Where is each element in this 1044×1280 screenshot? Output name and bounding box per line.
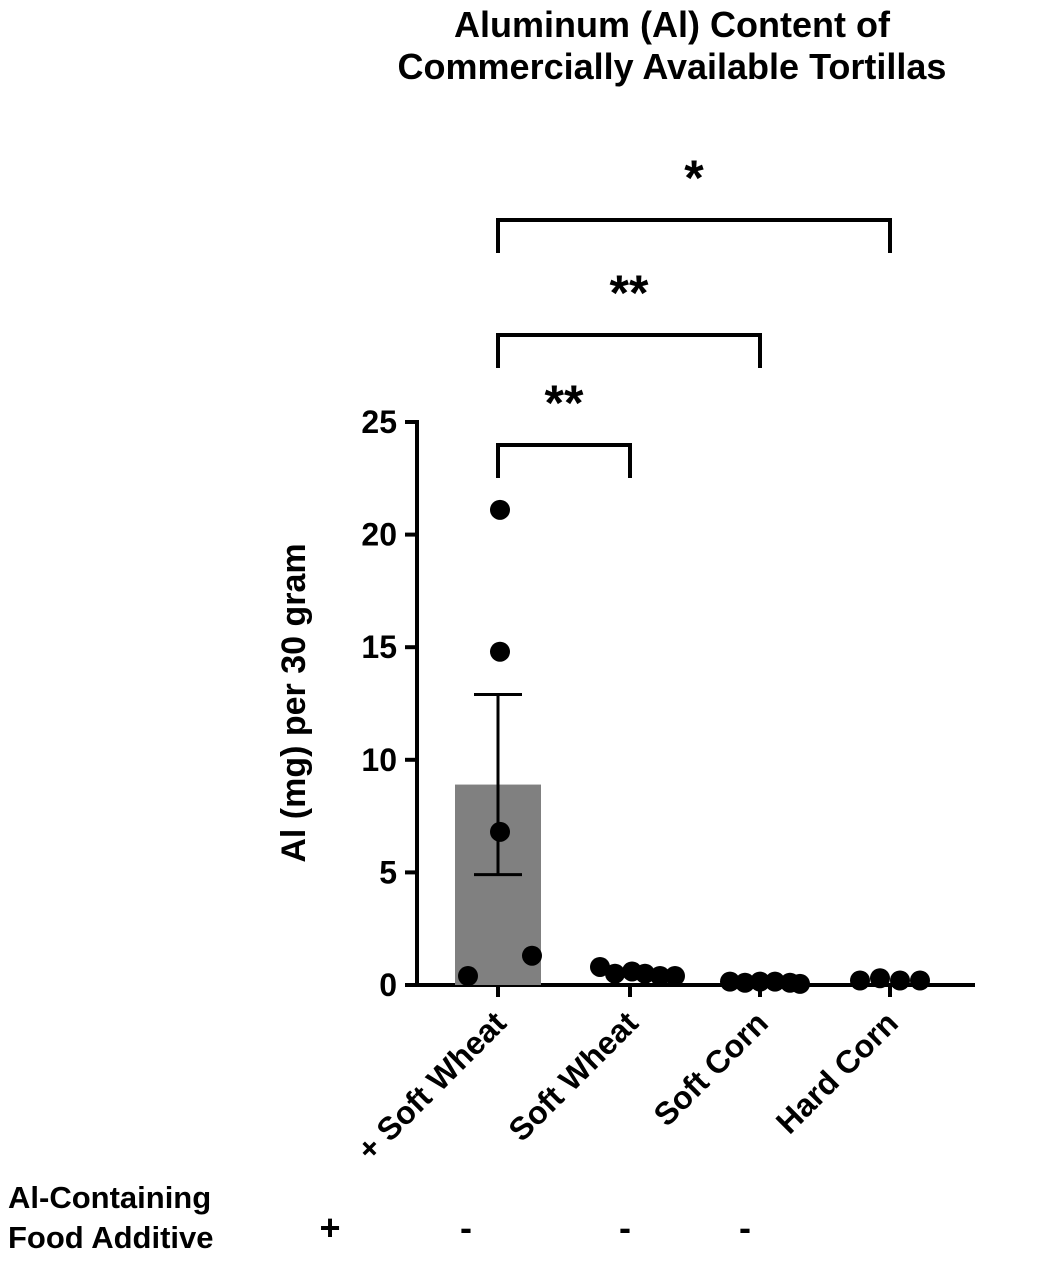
x-tick-label: + Soft Wheat [350,1004,513,1167]
significance-bracket [496,218,892,253]
data-point [605,963,625,984]
data-point [720,971,740,992]
x-tick-label: Soft Corn [646,1004,775,1133]
significance-label: * [684,150,704,206]
chart-title-line-2: Commercially Available Tortillas [397,46,947,87]
data-point [735,972,755,993]
y-tick-label: 15 [361,629,397,665]
data-point [765,971,785,992]
y-tick-label: 20 [361,517,397,553]
data-point [490,821,510,842]
significance-bracket [496,333,762,368]
factor-row-label-line-2: Food Additive [8,1220,214,1255]
y-tick-label: 10 [361,742,397,778]
y-tick-label: 0 [379,967,397,1003]
chart-title-line-1: Aluminum (Al) Content of [454,4,890,45]
data-point [910,970,930,991]
significance-label: ** [610,265,649,321]
factor-row-value: + [319,1207,340,1248]
significance-bracket [496,443,632,478]
x-tick-label: Hard Corn [769,1004,905,1140]
y-tick-label: 25 [361,404,397,440]
y-axis-label: Al (mg) per 30 gram [275,543,313,862]
data-point [870,968,890,989]
data-point [522,945,542,966]
data-point [850,970,870,991]
data-point [790,973,810,994]
data-point [635,963,655,984]
data-point [590,956,610,977]
data-point [650,965,670,986]
data-point [490,641,510,662]
data-point [490,499,510,520]
significance-label: ** [545,375,584,431]
x-tick-label: Soft Wheat [501,1004,645,1148]
data-point [665,965,685,986]
data-point [890,970,910,991]
factor-row-value: - [739,1207,751,1248]
factor-row-value: - [460,1207,472,1248]
factor-row-label-line-1: Al-Containing [8,1180,212,1215]
data-point [750,971,770,992]
y-tick-label: 5 [379,854,397,890]
data-point [458,965,478,986]
factor-row-value: - [619,1207,631,1248]
